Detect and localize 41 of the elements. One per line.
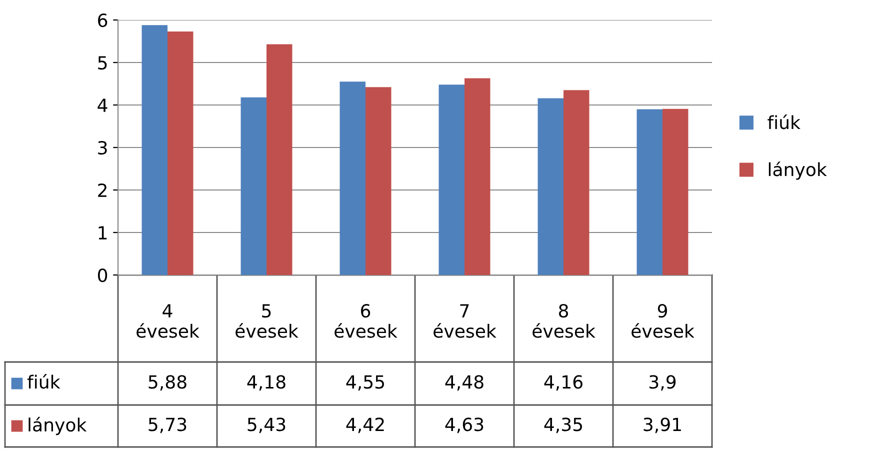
x-tick-label: 6 évesek xyxy=(334,304,398,338)
data-label: 5,73 xyxy=(148,418,186,434)
data-label: 5,88 xyxy=(148,375,186,391)
bar xyxy=(538,98,564,275)
y-tick-label: 0 xyxy=(98,268,108,282)
data-label: 4,42 xyxy=(346,418,384,434)
bar xyxy=(168,31,194,275)
bar xyxy=(464,78,490,275)
text: lányok xyxy=(28,416,87,436)
data-label: 4,18 xyxy=(247,375,286,391)
bar xyxy=(636,109,662,275)
y-tick-label: 5 xyxy=(98,56,107,70)
bar xyxy=(366,87,392,275)
x-tick-label: 5 évesek xyxy=(236,304,298,338)
data-label: 4,63 xyxy=(445,418,484,434)
y-tick-label: 6 xyxy=(98,13,108,28)
bar xyxy=(662,108,688,275)
y-tick-label: 2 xyxy=(98,183,106,197)
y-tick-label: 4 xyxy=(98,98,108,112)
y-tick-label: 1 xyxy=(98,226,107,240)
data-label: 4,35 xyxy=(544,418,582,434)
x-tick-label: 7 évesek xyxy=(434,304,496,338)
data-label: 4,55 xyxy=(346,375,384,391)
data-label: 3,91 xyxy=(644,418,681,434)
data-label: 5,43 xyxy=(248,418,286,434)
text: fiúk xyxy=(27,374,60,389)
bar xyxy=(142,25,168,275)
bar xyxy=(438,84,464,275)
y-tick-label: 3 xyxy=(98,140,107,155)
bar xyxy=(564,90,590,275)
data-label: 4,48 xyxy=(445,375,484,391)
data-label: 3,9 xyxy=(650,375,676,391)
x-tick-label: 4 évesek xyxy=(136,304,200,338)
bar xyxy=(240,97,266,275)
bar xyxy=(266,44,292,275)
x-tick-label: 9 évesek xyxy=(632,304,694,338)
legend-label: lányok xyxy=(768,162,827,180)
data-label: 4,16 xyxy=(544,375,582,391)
x-tick-label: 8 évesek xyxy=(532,304,596,338)
legend-label: fiúk xyxy=(768,114,800,130)
bar xyxy=(340,82,366,275)
